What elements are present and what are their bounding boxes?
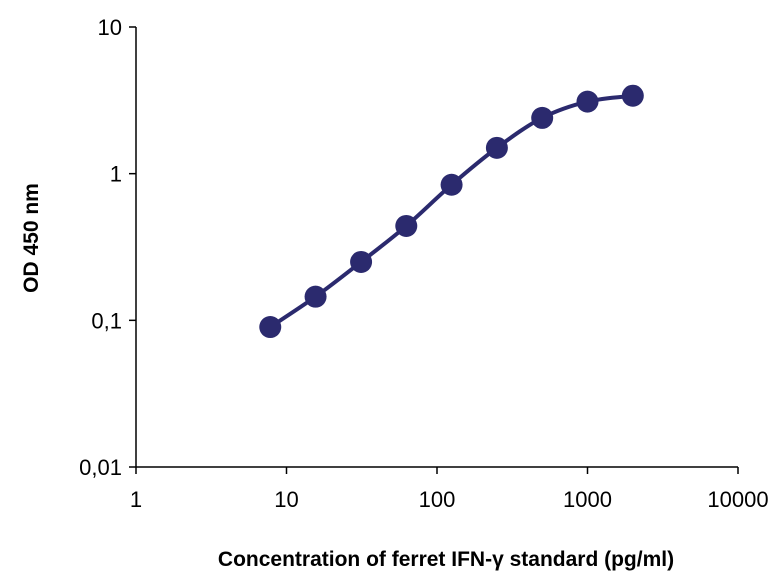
x-axis-title: Concentration of ferret IFN-γ standard (…	[218, 548, 674, 571]
data-point	[304, 285, 327, 308]
data-point	[485, 136, 508, 159]
data-point	[259, 316, 282, 339]
y-tick-label: 0,1	[91, 308, 122, 333]
x-tick-label: 10000	[707, 487, 768, 512]
y-tick-label: 10	[98, 15, 122, 40]
data-point	[621, 84, 644, 107]
y-tick-label: 0,01	[79, 455, 122, 480]
axes: 1 10 100 1000 10000 0,01 0,1 1 10	[79, 15, 768, 512]
x-tick-label: 1	[130, 487, 142, 512]
series-layer	[259, 84, 644, 339]
y-tick-label: 1	[110, 162, 122, 187]
data-point	[440, 173, 463, 196]
x-tick-label: 100	[419, 487, 456, 512]
y-axis-title: OD 450 nm	[20, 183, 43, 293]
data-point	[395, 214, 418, 237]
data-point	[531, 106, 554, 129]
x-tick-label: 1000	[563, 487, 612, 512]
data-point	[576, 90, 599, 113]
x-tick-label: 10	[274, 487, 298, 512]
data-point	[350, 250, 373, 273]
